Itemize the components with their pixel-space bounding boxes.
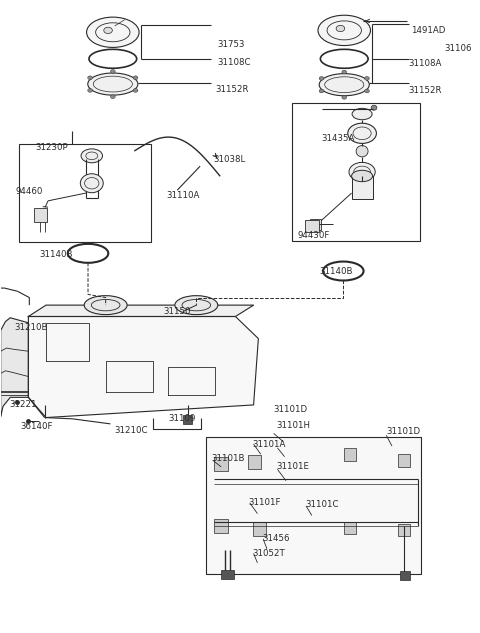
Text: 31108A: 31108A [408, 60, 442, 68]
Ellipse shape [110, 70, 115, 73]
Text: 94430F: 94430F [298, 231, 330, 240]
Text: 31753: 31753 [218, 41, 245, 49]
Bar [183, 415, 192, 424]
Polygon shape [28, 305, 253, 316]
Bar [221, 570, 234, 579]
Bar [206, 437, 420, 574]
Text: 31101H: 31101H [276, 421, 311, 430]
Text: 31101C: 31101C [305, 500, 338, 509]
Bar [351, 176, 372, 199]
Text: 31101F: 31101F [249, 498, 281, 507]
Ellipse shape [318, 15, 371, 46]
Ellipse shape [319, 73, 369, 96]
Ellipse shape [319, 77, 324, 80]
Ellipse shape [342, 96, 347, 99]
Ellipse shape [104, 27, 112, 34]
Text: 31230P: 31230P [35, 142, 68, 152]
Text: 31052T: 31052T [252, 549, 286, 558]
Text: 31210C: 31210C [114, 425, 148, 435]
Text: 31101B: 31101B [212, 454, 245, 463]
Ellipse shape [81, 149, 103, 163]
Ellipse shape [352, 108, 372, 120]
Text: 31038L: 31038L [213, 155, 245, 165]
Text: 36140F: 36140F [21, 422, 53, 431]
Bar [34, 208, 47, 222]
Ellipse shape [88, 89, 93, 92]
Ellipse shape [371, 105, 377, 110]
Bar [398, 454, 409, 467]
Text: 31101D: 31101D [274, 406, 308, 415]
Text: 31210B: 31210B [14, 323, 48, 332]
Ellipse shape [356, 146, 368, 157]
Text: 31108C: 31108C [218, 58, 252, 67]
Ellipse shape [80, 173, 103, 192]
Bar [400, 571, 409, 580]
Ellipse shape [133, 76, 138, 80]
Bar [252, 522, 266, 536]
Text: 31456: 31456 [262, 534, 289, 543]
Bar [398, 523, 409, 536]
Text: 31101D: 31101D [386, 427, 420, 436]
Bar [344, 522, 356, 534]
Polygon shape [0, 318, 28, 417]
Text: 31110A: 31110A [167, 191, 200, 200]
Ellipse shape [365, 89, 369, 93]
Bar [344, 448, 356, 460]
Text: 31152R: 31152R [408, 86, 442, 95]
Bar [310, 219, 321, 230]
Bar [19, 144, 152, 242]
Text: 31101E: 31101E [276, 462, 310, 472]
Bar [215, 518, 228, 532]
Ellipse shape [342, 70, 347, 74]
Ellipse shape [336, 25, 345, 32]
Ellipse shape [175, 296, 218, 315]
Text: 31150: 31150 [163, 307, 191, 316]
Text: 31106: 31106 [444, 44, 472, 53]
Ellipse shape [365, 77, 369, 80]
Text: 31152R: 31152R [216, 85, 249, 94]
Text: 31140B: 31140B [40, 250, 73, 259]
Ellipse shape [88, 76, 93, 80]
Text: 31109: 31109 [168, 415, 196, 423]
Text: 31101A: 31101A [252, 439, 286, 449]
Text: 31435A: 31435A [321, 134, 355, 143]
Polygon shape [28, 316, 258, 418]
Bar [215, 458, 228, 471]
Ellipse shape [84, 296, 127, 315]
Ellipse shape [110, 95, 115, 99]
Ellipse shape [351, 170, 372, 182]
Ellipse shape [86, 17, 139, 47]
Text: 31140B: 31140B [319, 266, 353, 275]
Bar [248, 456, 261, 469]
Ellipse shape [133, 89, 138, 92]
Bar [304, 220, 319, 232]
Ellipse shape [88, 73, 138, 95]
Text: 31221: 31221 [9, 401, 37, 410]
Ellipse shape [319, 89, 324, 93]
Text: 1491AD: 1491AD [411, 26, 445, 35]
Bar [292, 103, 420, 241]
Ellipse shape [349, 163, 375, 181]
Ellipse shape [348, 123, 376, 144]
Text: 94460: 94460 [15, 187, 42, 196]
